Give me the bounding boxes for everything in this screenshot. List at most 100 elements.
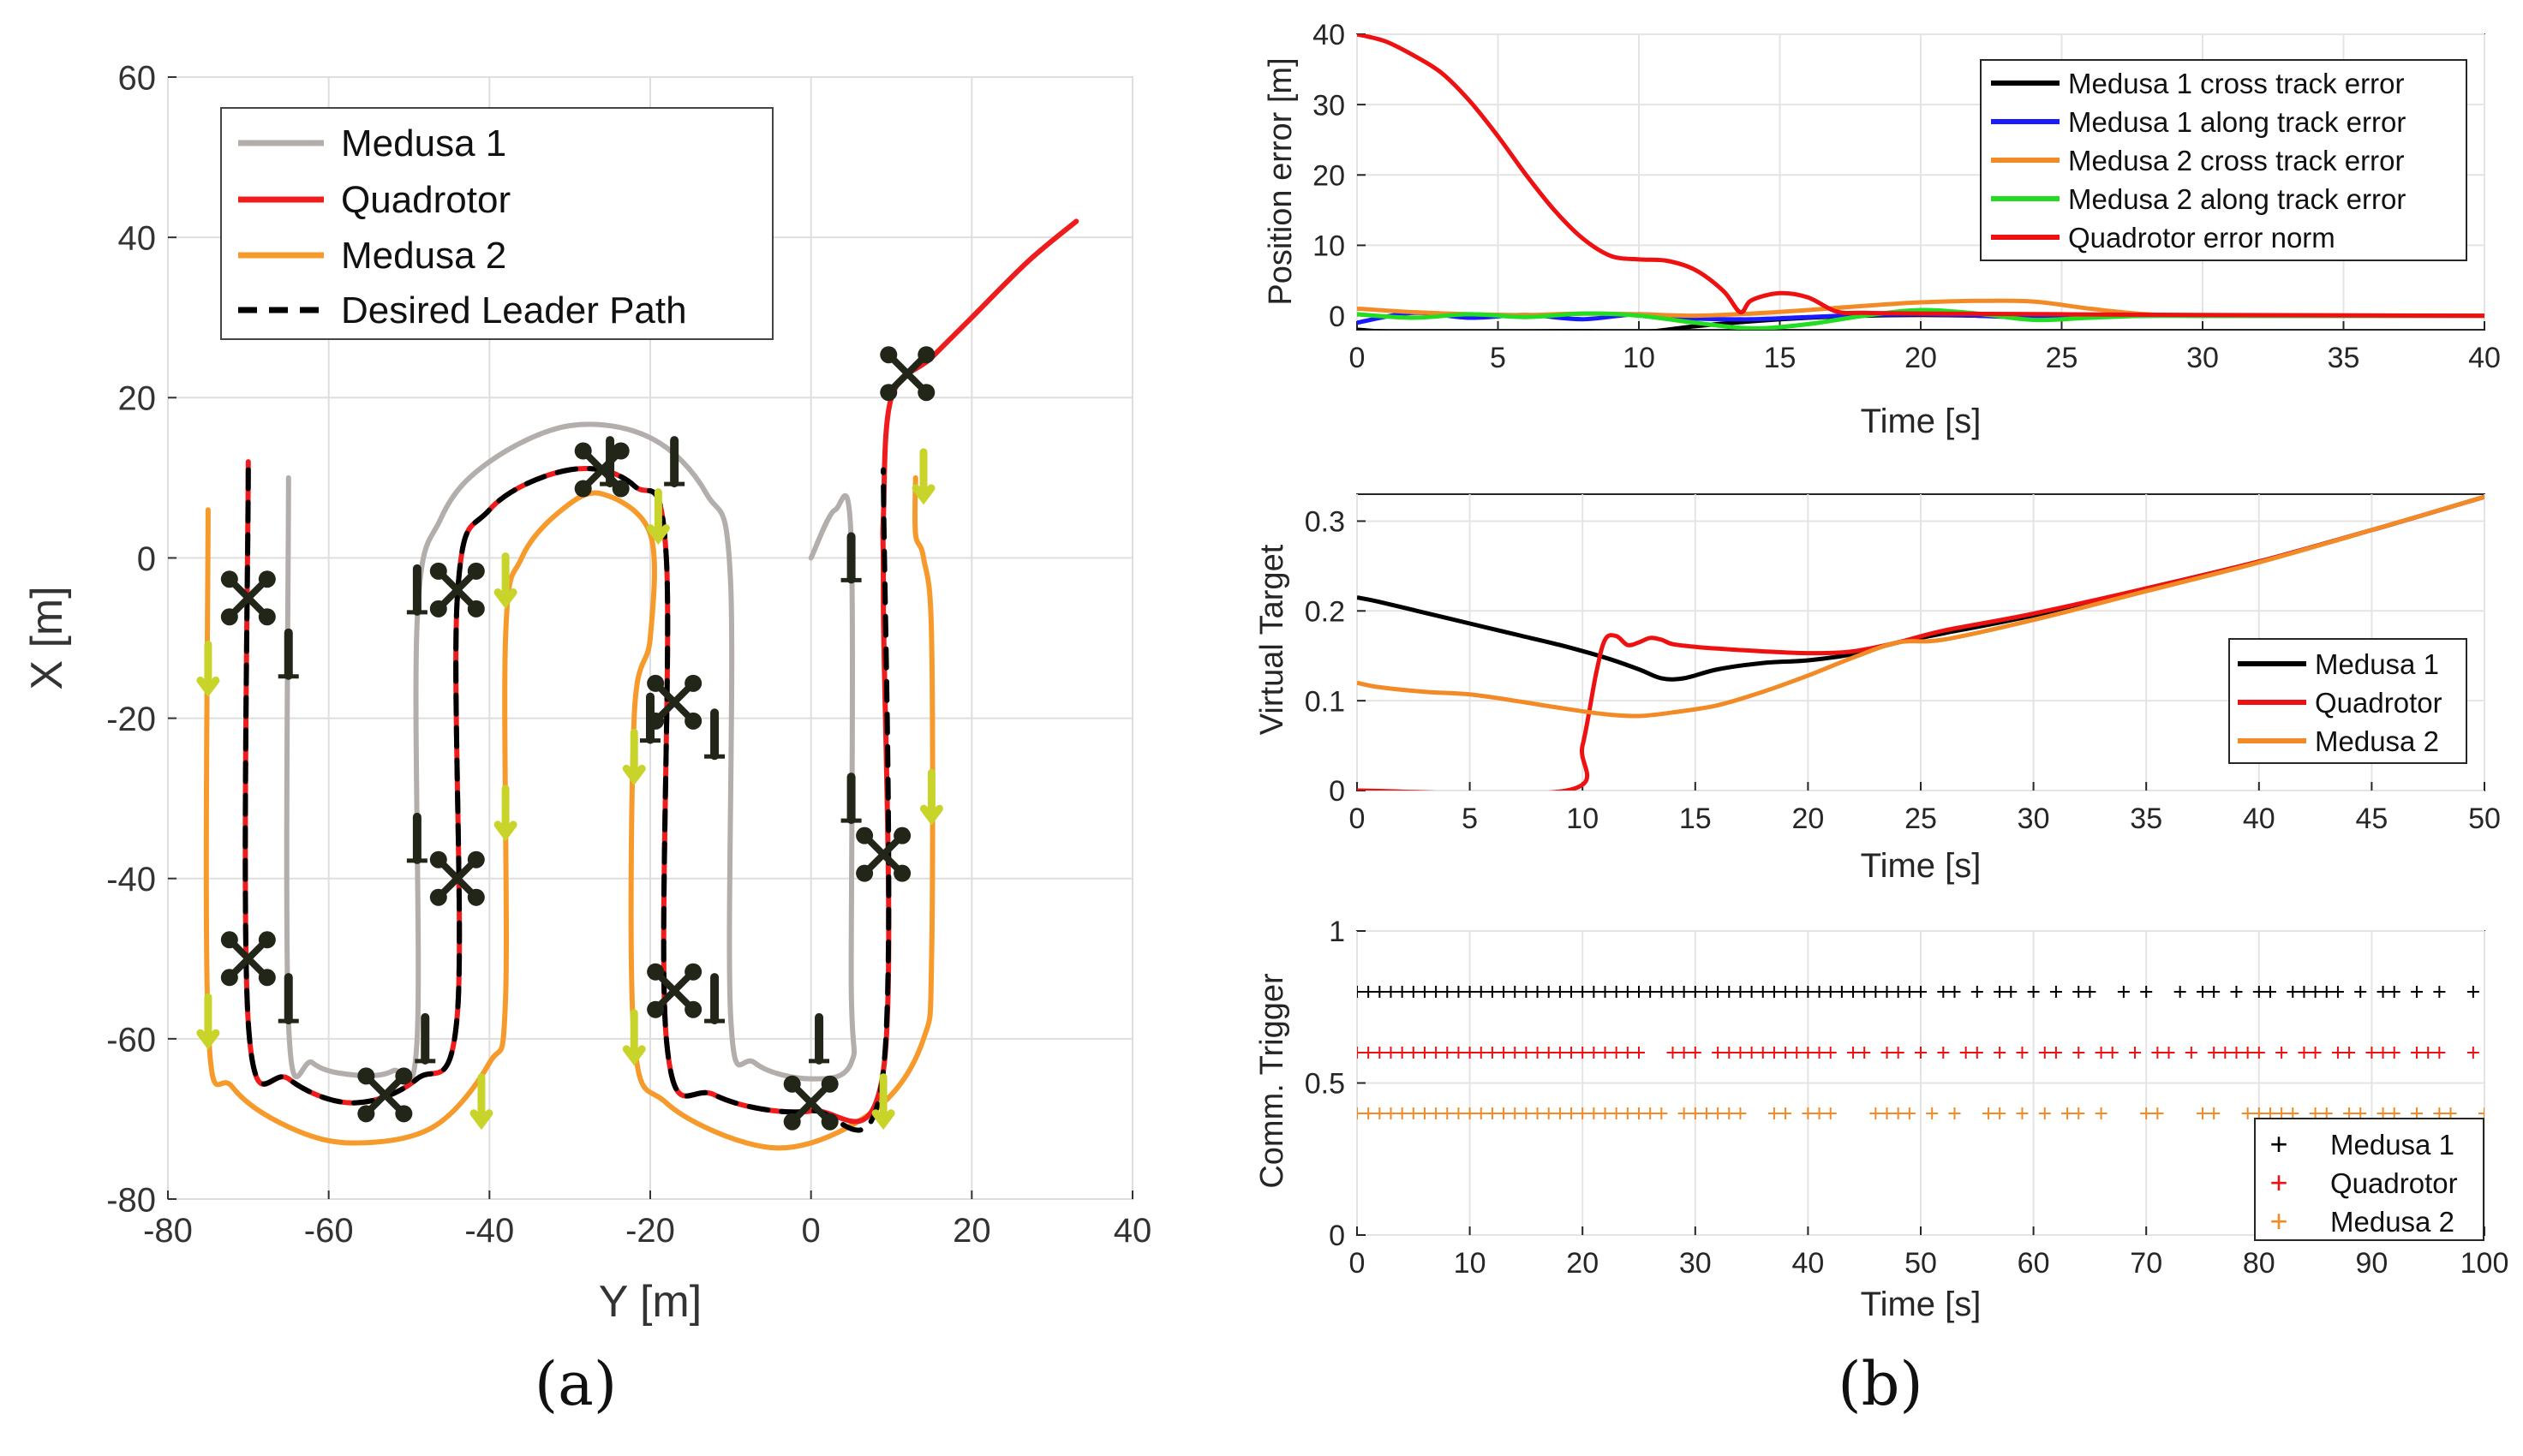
position-error-series — [1357, 34, 2484, 330]
trigger-point — [1903, 986, 1916, 998]
quadrotor-marker — [574, 442, 630, 498]
trigger-point — [1633, 1047, 1645, 1059]
xtick-label: 10 — [1566, 803, 1599, 835]
trigger-point — [1824, 986, 1837, 998]
trigger-point — [1452, 1047, 1465, 1059]
trigger-point — [1565, 1047, 1578, 1059]
trigger-point — [2106, 1047, 2119, 1059]
trajectory-xlabel: Y [m] — [599, 1277, 702, 1327]
medusa-vehicle-marker — [278, 973, 299, 1025]
trigger-point — [1655, 986, 1668, 998]
trigger-point — [2466, 986, 2479, 998]
ytick-label: 20 — [1312, 160, 1345, 193]
medusa-vehicle-marker — [406, 564, 427, 616]
trigger-point — [1587, 1107, 1600, 1119]
trigger-point — [2422, 1047, 2435, 1059]
trigger-point — [1621, 1047, 1634, 1059]
xtick-label: 0 — [1349, 1247, 1366, 1280]
xtick-label: 0 — [1349, 803, 1366, 835]
trigger-point — [1880, 986, 1893, 998]
medusa-vehicle-marker — [840, 773, 862, 825]
trigger-point — [2252, 1107, 2265, 1119]
trigger-point — [1430, 1047, 1443, 1059]
trigger-point — [2287, 986, 2299, 998]
heading-arrow — [871, 1073, 895, 1131]
xtick-label: 5 — [1490, 342, 1506, 374]
medusa-vehicle-marker — [664, 436, 685, 488]
xtick-label: -20 — [625, 1212, 675, 1250]
trigger-point — [1994, 1047, 2006, 1059]
trigger-point — [1418, 1107, 1431, 1119]
trigger-point — [1970, 1047, 1983, 1059]
ytick-label: 1 — [1329, 916, 1345, 948]
trigger-point — [1542, 986, 1555, 998]
trigger-point — [1599, 986, 1611, 998]
trigger-point — [1396, 1047, 1408, 1059]
trigger-point — [2208, 1047, 2221, 1059]
xtick-label: 35 — [2130, 803, 2162, 835]
trigger-point — [1824, 1047, 1837, 1059]
trigger-point — [1362, 986, 1375, 998]
trigger-point — [1723, 986, 1736, 998]
trigger-point — [1531, 1047, 1544, 1059]
xtick-label: 0 — [1349, 342, 1366, 374]
trigger-point — [1384, 986, 1397, 998]
trigger-point — [2365, 1047, 2378, 1059]
trajectory-markers — [196, 346, 943, 1131]
trigger-point — [2140, 986, 2153, 998]
trigger-point — [2016, 1047, 2029, 1059]
ytick-label: 0 — [137, 540, 156, 578]
trigger-point — [2377, 1047, 2389, 1059]
quadrotor-marker — [429, 850, 485, 906]
trigger-point — [1357, 1107, 1363, 1119]
trigger-point — [1767, 1107, 1780, 1119]
trigger-point — [2388, 1107, 2400, 1119]
trigger-point — [1791, 986, 1803, 998]
trigger-point — [1700, 1107, 1713, 1119]
position-error-legend: Medusa 1 cross track error Medusa 1 alon… — [1980, 59, 2467, 261]
trigger-point — [1712, 1047, 1725, 1059]
legend-label-comm-medusa2: Medusa 2 — [2330, 1206, 2454, 1238]
virtual-target-tick-labels: 0 5 10 15 20 25 30 35 40 45 50 0 0.1 0.2 0.3 — [1305, 506, 2501, 835]
ytick-label: 60 — [118, 59, 157, 97]
position-error-xlabel: Time [s] — [1861, 403, 1982, 440]
trigger-point — [1553, 1107, 1566, 1119]
trigger-point — [2185, 1047, 2197, 1059]
trigger-point — [1486, 986, 1498, 998]
xtick-label: -80 — [143, 1212, 193, 1250]
trigger-point — [1599, 1047, 1611, 1059]
xtick-label: 30 — [1679, 1247, 1712, 1280]
series-medusa-2 — [1357, 494, 2484, 719]
trigger-point — [1880, 1047, 1893, 1059]
trigger-point — [2263, 986, 2276, 998]
legend-label-medusa1: Medusa 1 — [341, 122, 506, 164]
xtick-label: 100 — [2460, 1247, 2509, 1280]
trigger-point — [2354, 1107, 2367, 1119]
trigger-point — [2072, 986, 2085, 998]
trigger-point — [2129, 1047, 2142, 1059]
xtick-label: 20 — [1904, 342, 1937, 374]
trigger-point — [1373, 1107, 1386, 1119]
trigger-point — [2433, 1047, 2446, 1059]
xtick-label: 20 — [1791, 803, 1824, 835]
trigger-point — [1880, 1107, 1893, 1119]
trigger-point — [1677, 1047, 1690, 1059]
trigger-point — [1576, 1107, 1589, 1119]
trigger-point — [1373, 1047, 1386, 1059]
trigger-point — [2309, 1107, 2322, 1119]
legend-label-medusa2: Medusa 2 — [341, 235, 506, 277]
trigger-point — [1869, 986, 1882, 998]
trigger-point — [2263, 1107, 2276, 1119]
trigger-point — [1937, 986, 1950, 998]
trigger-point — [1509, 1107, 1522, 1119]
trigger-point — [1407, 1107, 1420, 1119]
comm-trigger-grid — [1356, 930, 2485, 1236]
legend-marker-comm-medusa1: + — [2269, 1126, 2287, 1161]
trigger-point — [2331, 986, 2344, 998]
trigger-point — [1463, 1107, 1476, 1119]
trigger-point — [1779, 1047, 1792, 1059]
trigger-point — [1892, 986, 1904, 998]
trigger-point — [1994, 986, 2006, 998]
xtick-label: 40 — [1114, 1212, 1152, 1250]
xtick-label: 25 — [1904, 803, 1937, 835]
